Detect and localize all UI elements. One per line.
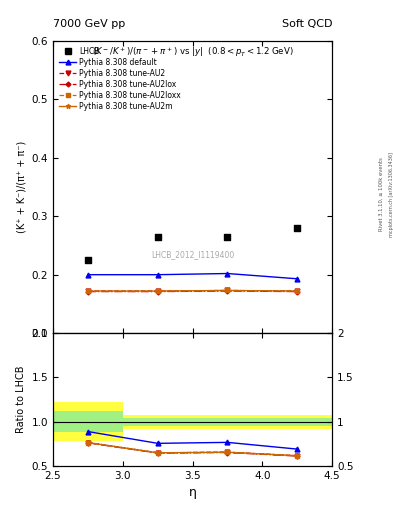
Text: $(K^-/K^+)/(\pi^-+\pi^+)$ vs $|y|$  $(0.8 < p_T < 1.2$ GeV$)$: $(K^-/K^+)/(\pi^-+\pi^+)$ vs $|y|$ $(0.8…	[92, 46, 294, 59]
Point	[154, 232, 161, 241]
Text: Rivet 3.1.10, ≥ 100k events: Rivet 3.1.10, ≥ 100k events	[379, 158, 384, 231]
Legend: LHCB, Pythia 8.308 default, Pythia 8.308 tune-AU2, Pythia 8.308 tune-AU2lox, Pyt: LHCB, Pythia 8.308 default, Pythia 8.308…	[57, 45, 183, 113]
X-axis label: η: η	[189, 486, 196, 499]
Text: 7000 GeV pp: 7000 GeV pp	[53, 19, 125, 29]
Point	[294, 224, 300, 232]
Text: Soft QCD: Soft QCD	[282, 19, 332, 29]
Y-axis label: (K⁺ + K⁻)/(π⁺ + π⁻): (K⁺ + K⁻)/(π⁺ + π⁻)	[16, 141, 26, 233]
Point	[85, 256, 91, 264]
Text: LHCB_2012_I1119400: LHCB_2012_I1119400	[151, 250, 234, 259]
Y-axis label: Ratio to LHCB: Ratio to LHCB	[16, 366, 26, 433]
Text: mcplots.cern.ch [arXiv:1306.3436]: mcplots.cern.ch [arXiv:1306.3436]	[389, 152, 393, 237]
Point	[224, 232, 231, 241]
